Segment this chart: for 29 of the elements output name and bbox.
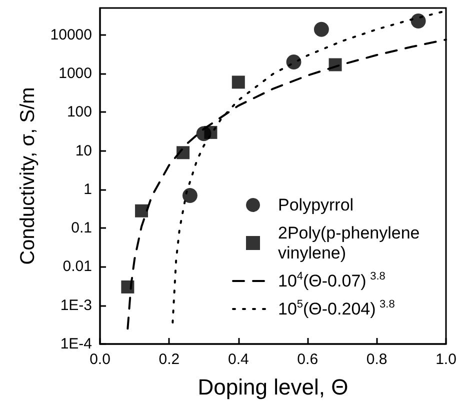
y-tick-label: 1 [84,181,92,198]
legend-label: Polypyrrol [278,196,354,214]
x-tick-label: 0.4 [228,351,249,368]
point [121,280,134,294]
point [182,188,198,203]
y-axis-title: Conductivity, σ, S/m [17,87,39,265]
point [232,76,245,89]
legend-label: 2Poly(p-phenylene vinylene) [278,224,424,262]
point [314,22,329,37]
x-tick-label: 0.6 [297,351,318,368]
point [135,204,148,218]
y-tick-label: 1000 [58,65,92,82]
y-tick-label: 0.01 [62,258,92,276]
point [328,58,342,72]
point [204,126,218,139]
y-tick-label: 1E-4 [60,336,92,352]
y-tick-label: 1E-3 [60,296,92,314]
y-tick-label: 100 [66,104,92,121]
point [286,54,302,70]
x-tick-label: 0.2 [158,351,180,368]
y-tick-label: 10000 [50,26,92,44]
point [410,14,426,29]
x-tick-label: 0.8 [366,351,388,368]
x-tick-label: 0.0 [90,351,110,368]
x-axis-title: Doping level, Θ [198,374,348,400]
y-tick-label: 10 [75,142,92,160]
y-tick-label: 0.1 [71,220,92,237]
x-tick-label: 1.0 [436,351,456,368]
point [176,146,190,160]
